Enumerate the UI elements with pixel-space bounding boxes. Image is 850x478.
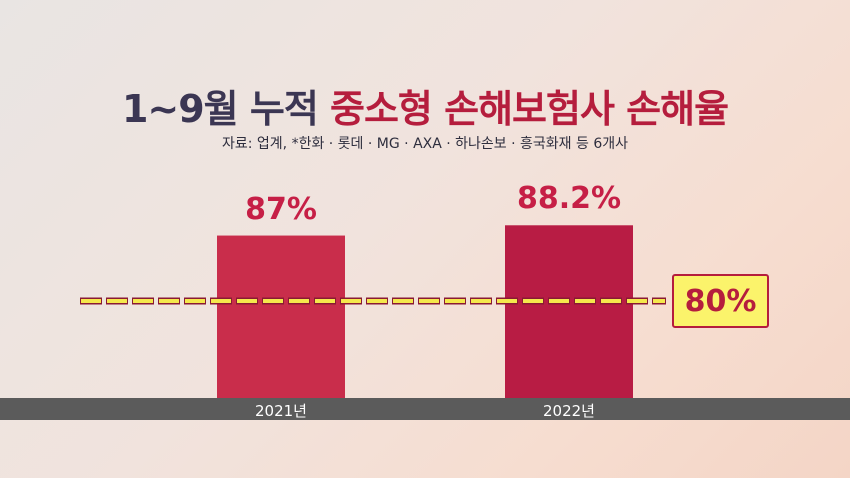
source-note: 자료: 업계, *한화 · 롯데 · MG · AXA · 하나손보 · 흥국화… [221, 136, 629, 152]
data-label-2021년: 87% [245, 191, 317, 227]
bar-2022년 [505, 225, 633, 398]
reference-value-box: 80% [672, 274, 769, 328]
title-period: 1~9월 누적 [121, 87, 331, 131]
chart-title: 1~9월 누적 중소형 손해보험사 손해율 [0, 78, 850, 133]
x-tick-label: 2021년 [255, 402, 307, 420]
reference-value-label: 80% [684, 283, 757, 319]
x-axis-band [0, 398, 850, 420]
x-tick-label: 2022년 [543, 402, 595, 420]
bar-2021년 [217, 235, 345, 398]
data-label-2022년: 88.2% [516, 181, 622, 217]
title-subject: 중소형 손해보험사 손해율 [330, 87, 729, 131]
